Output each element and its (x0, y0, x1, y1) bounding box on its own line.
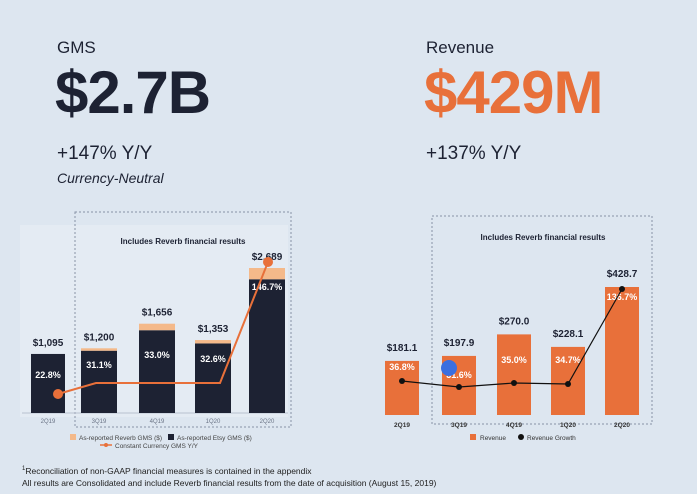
gms-total-label: $1,353 (198, 324, 229, 335)
gms-bar-reverb (81, 348, 117, 351)
gms-growth-label: 33.0% (144, 350, 170, 360)
gms-bar-etsy (139, 330, 175, 413)
rev-tick-label: 1Q20 (560, 422, 576, 429)
gms-growth-label: 31.1% (86, 360, 112, 370)
gms-legend-reverb: As-reported Reverb GMS ($) (79, 435, 162, 442)
gms-bar-reverb (139, 323, 175, 331)
rev-highlight-dot (441, 360, 457, 376)
rev-reverb-region (431, 215, 653, 425)
rev-growth-label: 35.0% (501, 355, 527, 365)
rev-tick-label: 2Q19 (394, 422, 410, 429)
rev-growth-point (565, 381, 571, 387)
rev-tick-label: 2Q20 (614, 422, 630, 429)
gms-legend-swatch-etsy (168, 434, 174, 440)
footnote-line-2: All results are Consolidated and include… (22, 477, 437, 488)
gms-growth: +147% Y/Y (57, 143, 153, 164)
gms-total-label: $1,200 (84, 332, 115, 343)
rev-bar (497, 334, 531, 415)
rev-growth-point (619, 286, 625, 292)
rev-growth-point (456, 384, 462, 390)
rev-legend-revenue: Revenue (480, 435, 506, 442)
gms-legend-swatch-dot (104, 443, 108, 447)
gms-bar-etsy (249, 279, 285, 413)
gms-legend-growth: Constant Currency GMS Y/Y (115, 443, 199, 450)
rev-total-label: $270.0 (499, 316, 530, 327)
gms-growth-point (263, 257, 273, 267)
revenue-label: Revenue (426, 38, 495, 57)
gms-tick-label: 1Q20 (206, 419, 221, 425)
gms-label: GMS (57, 38, 96, 57)
rev-bar (385, 360, 419, 415)
gms-tick-label: 4Q19 (150, 419, 165, 425)
rev-total-label: $428.7 (607, 269, 638, 280)
gms-bar-etsy (81, 350, 117, 413)
gms-bar-etsy (195, 343, 231, 413)
gms-growth-label: 32.6% (200, 354, 226, 364)
gms-annotation: Includes Reverb financial results (121, 237, 246, 246)
gms-growth-point (53, 389, 63, 399)
footnote-line-1-text: Reconciliation of non-GAAP financial mea… (25, 465, 312, 476)
rev-growth-label: 31.6% (446, 370, 472, 380)
gms-total-label: $1,095 (33, 338, 64, 349)
revenue-growth: +137% Y/Y (426, 143, 522, 164)
rev-bar (551, 346, 585, 415)
gms-growth-label: 22.8% (35, 370, 61, 380)
rev-total-label: $228.1 (553, 329, 584, 340)
revenue-value: $429M (424, 59, 603, 126)
gms-bar-etsy (31, 353, 65, 413)
rev-annotation: Includes Reverb financial results (481, 233, 606, 242)
rev-growth-label: 136.7% (607, 292, 638, 302)
gms-growth-line (57, 261, 269, 395)
rev-growth-point (399, 378, 405, 384)
gms-growth-note: Currency-Neutral (57, 170, 164, 186)
footnote-sup: 1 (22, 466, 26, 472)
rev-growth-label: 34.7% (555, 355, 581, 365)
gms-legend-swatch-reverb (70, 434, 76, 440)
gms-bar-reverb (249, 268, 285, 280)
gms-value: $2.7B (55, 59, 211, 126)
rev-growth-label: 36.8% (389, 362, 415, 372)
rev-tick-label: 4Q19 (506, 422, 522, 429)
gms-tick-label: 3Q19 (92, 419, 107, 425)
gms-reverb-region (74, 211, 292, 428)
rev-bar (605, 287, 639, 415)
gms-tick-label: 2Q20 (260, 419, 275, 425)
gms-legend-etsy: As-reported Etsy GMS ($) (177, 435, 252, 442)
footnote-line-1: 1Reconciliation of non-GAAP financial me… (22, 463, 682, 477)
gms-tick-label: 2Q19 (41, 419, 56, 425)
gms-growth-label: 146.7% (252, 282, 283, 292)
rev-legend-swatch-revenue (470, 434, 476, 440)
footnote: 1Reconciliation of non-GAAP financial me… (22, 463, 682, 489)
rev-tick-label: 3Q19 (451, 422, 467, 429)
gms-total-label: $1,656 (142, 308, 173, 319)
rev-total-label: $197.9 (444, 338, 475, 349)
rev-growth-point (511, 380, 517, 386)
gms-bar-reverb (195, 340, 231, 344)
rev-legend-swatch-growth (518, 434, 524, 440)
rev-legend-growth: Revenue Growth (527, 435, 576, 442)
rev-total-label: $181.1 (387, 343, 418, 354)
